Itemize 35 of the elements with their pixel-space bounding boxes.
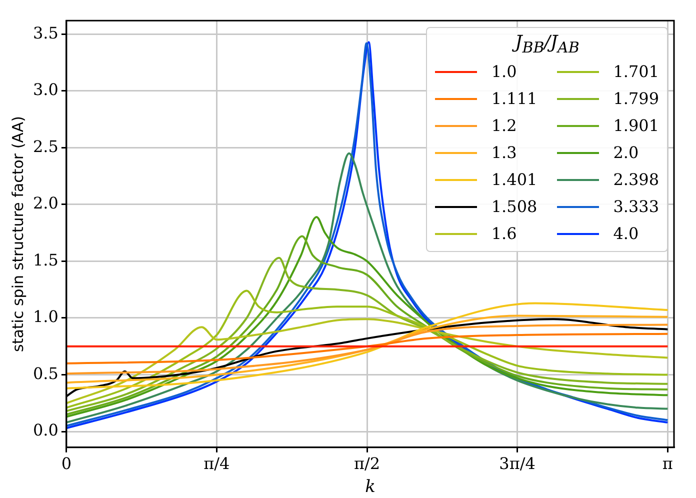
line-series bbox=[66, 314, 669, 384]
y-tick-label: 2.0 bbox=[32, 194, 58, 213]
x-tick-label: 3π/4 bbox=[499, 454, 536, 474]
y-tick-label: 1.0 bbox=[32, 307, 58, 326]
y-tick-label: 2.5 bbox=[32, 136, 58, 156]
y-tick-label: 0.5 bbox=[32, 364, 58, 383]
legend-label: 2.0 bbox=[613, 143, 639, 162]
legend-label: 1.701 bbox=[613, 62, 659, 82]
legend-label: 1.508 bbox=[491, 197, 538, 216]
line-series bbox=[66, 332, 669, 364]
legend-title: J$_{BB}$/J$_{AB}$ bbox=[511, 32, 580, 56]
legend-label: 1.0 bbox=[491, 62, 517, 82]
line-series bbox=[66, 302, 669, 390]
legend-label: 1.3 bbox=[491, 143, 517, 162]
legend-label: 1.901 bbox=[613, 116, 659, 136]
line-series bbox=[66, 324, 669, 375]
legend-label: 3.333 bbox=[613, 197, 659, 216]
legend-label: 1.2 bbox=[491, 116, 517, 136]
legend-label: 4.0 bbox=[613, 224, 639, 244]
x-tick-label: π/4 bbox=[204, 454, 230, 474]
legend-label: 2.398 bbox=[613, 170, 659, 190]
y-tick-label: 1.5 bbox=[32, 250, 58, 270]
y-tick-label: 3.5 bbox=[32, 23, 58, 42]
legend-label: 1.401 bbox=[491, 170, 538, 190]
y-axis-title: static spin structure factor (AA) bbox=[8, 116, 27, 352]
x-tick-label: 0 bbox=[61, 454, 72, 474]
line-series bbox=[66, 290, 669, 409]
y-tick-label: 3.0 bbox=[32, 80, 58, 100]
x-tick-label: π bbox=[662, 454, 673, 474]
y-tick-label: 0.0 bbox=[32, 420, 58, 440]
legend-label: 1.6 bbox=[491, 224, 517, 244]
legend-label: 1.111 bbox=[491, 89, 538, 108]
x-tick-label: π/2 bbox=[354, 454, 380, 474]
legend-label: 1.799 bbox=[613, 89, 659, 108]
x-axis-title: k bbox=[365, 477, 376, 498]
